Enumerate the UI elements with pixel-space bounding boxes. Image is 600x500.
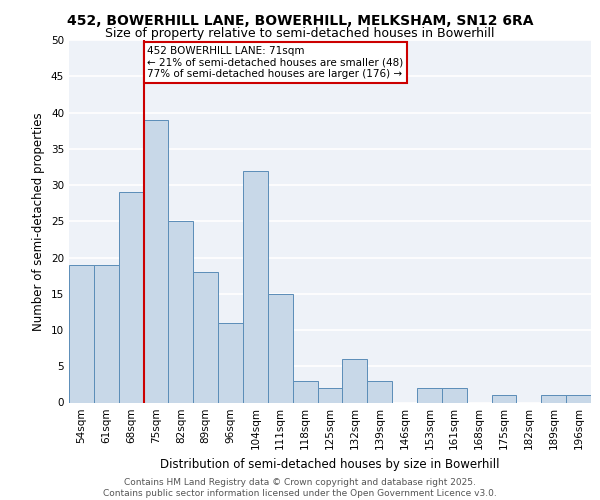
Text: Contains HM Land Registry data © Crown copyright and database right 2025.
Contai: Contains HM Land Registry data © Crown c…	[103, 478, 497, 498]
X-axis label: Distribution of semi-detached houses by size in Bowerhill: Distribution of semi-detached houses by …	[160, 458, 500, 471]
Bar	[566, 395, 591, 402]
Bar	[367, 381, 392, 402]
Bar	[268, 294, 293, 403]
Bar	[143, 120, 169, 403]
Bar	[193, 272, 218, 402]
Bar	[417, 388, 442, 402]
Bar	[491, 395, 517, 402]
Text: 452 BOWERHILL LANE: 71sqm
← 21% of semi-detached houses are smaller (48)
77% of : 452 BOWERHILL LANE: 71sqm ← 21% of semi-…	[148, 46, 404, 79]
Bar	[243, 170, 268, 402]
Text: Size of property relative to semi-detached houses in Bowerhill: Size of property relative to semi-detach…	[105, 28, 495, 40]
Bar	[317, 388, 343, 402]
Bar	[343, 359, 367, 403]
Bar	[541, 395, 566, 402]
Bar	[94, 265, 119, 402]
Bar	[293, 381, 317, 402]
Bar	[218, 323, 243, 402]
Bar	[119, 192, 143, 402]
Text: 452, BOWERHILL LANE, BOWERHILL, MELKSHAM, SN12 6RA: 452, BOWERHILL LANE, BOWERHILL, MELKSHAM…	[67, 14, 533, 28]
Y-axis label: Number of semi-detached properties: Number of semi-detached properties	[32, 112, 46, 330]
Bar	[69, 265, 94, 402]
Bar	[169, 221, 193, 402]
Bar	[442, 388, 467, 402]
